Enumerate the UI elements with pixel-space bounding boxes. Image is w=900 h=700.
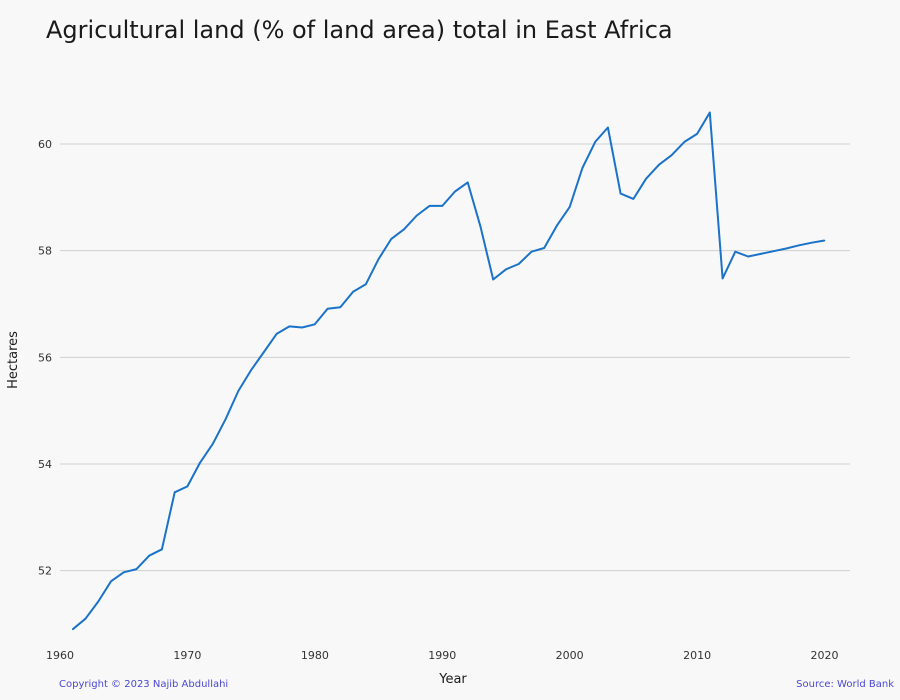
- data-point-2001: [581, 167, 584, 169]
- x-tick-label: 1990: [428, 649, 456, 662]
- source-text: Source: World Bank: [796, 679, 894, 690]
- data-point-1982: [339, 306, 342, 309]
- data-point-1994: [492, 278, 495, 281]
- data-point-1991: [454, 190, 456, 193]
- y-axis-label: Hectares: [6, 331, 21, 389]
- data-point-1976: [263, 351, 265, 353]
- data-point-2009: [683, 141, 686, 143]
- y-tick-label: 52: [38, 565, 52, 578]
- data-point-1993: [479, 225, 482, 228]
- data-point-1998: [543, 247, 545, 249]
- x-tick-label: 1970: [173, 649, 201, 662]
- data-point-2002: [594, 141, 596, 143]
- data-point-2012: [721, 277, 724, 280]
- data-point-2010: [696, 133, 698, 135]
- data-point-2015: [760, 253, 762, 255]
- data-point-2016: [772, 250, 775, 252]
- data-point-1986: [390, 238, 393, 240]
- data-point-2004: [619, 192, 622, 195]
- data-point-1967: [148, 554, 150, 557]
- data-point-1987: [403, 228, 405, 231]
- data-point-1979: [301, 326, 303, 329]
- data-point-1977: [275, 333, 278, 335]
- data-point-1985: [377, 258, 380, 261]
- data-point-1972: [212, 442, 214, 445]
- data-point-1970: [186, 485, 189, 488]
- x-tick-label: 2000: [556, 649, 584, 662]
- y-tick-label: 54: [38, 458, 52, 471]
- data-point-1965: [122, 571, 125, 574]
- y-tick-labels: 52 54 56 58 60: [38, 138, 52, 578]
- data-point-2020: [823, 239, 826, 242]
- data-point-1973: [224, 418, 227, 421]
- y-tick-label: 60: [38, 138, 52, 151]
- data-point-2005: [632, 198, 635, 200]
- data-point-1962: [84, 617, 87, 620]
- data-point-1966: [135, 568, 138, 570]
- chart-title: Agricultural land (% of land area) total…: [46, 16, 673, 44]
- grid-lines: [60, 143, 850, 572]
- data-point-1995: [505, 268, 507, 271]
- data-point-2008: [670, 154, 673, 156]
- x-tick-label: 1980: [301, 649, 329, 662]
- data-point-1981: [326, 308, 329, 310]
- data-point-1988: [415, 214, 418, 217]
- data-point-1992: [466, 181, 469, 184]
- x-tick-labels: 1960 1970 1980 1990 2000 2010 2020: [46, 649, 839, 662]
- x-tick-label: 2010: [683, 649, 711, 662]
- data-point-1969: [173, 491, 176, 494]
- y-tick-label: 56: [38, 351, 52, 364]
- data-point-1971: [199, 461, 201, 464]
- data-point-1980: [314, 323, 316, 326]
- data-point-2014: [747, 255, 749, 258]
- data-point-1975: [250, 369, 252, 371]
- series-line-group: [71, 111, 826, 631]
- copyright-text: Copyright © 2023 Najib Abdullahi: [59, 679, 229, 690]
- data-point-2007: [658, 164, 660, 166]
- data-point-2011: [709, 111, 711, 114]
- data-point-1983: [352, 290, 354, 293]
- data-point-2003: [607, 126, 609, 129]
- data-point-1990: [441, 205, 444, 207]
- data-point-1978: [288, 325, 291, 328]
- data-point-2000: [568, 206, 571, 208]
- data-point-2019: [810, 241, 813, 244]
- data-point-1996: [517, 263, 520, 265]
- data-point-2018: [798, 244, 800, 247]
- data-point-1989: [428, 205, 431, 207]
- data-point-1974: [237, 390, 240, 392]
- data-point-1984: [365, 283, 367, 286]
- data-point-1961: [71, 628, 74, 631]
- data-point-2013: [734, 250, 737, 253]
- x-tick-label: 2020: [811, 649, 839, 662]
- y-tick-label: 58: [38, 245, 52, 258]
- data-point-1964: [110, 580, 112, 583]
- data-point-1997: [530, 250, 533, 253]
- data-point-2006: [645, 177, 647, 180]
- x-axis-label: Year: [438, 672, 467, 687]
- data-point-1999: [556, 224, 558, 227]
- data-point-2017: [785, 247, 788, 250]
- series-line: [72, 111, 825, 631]
- data-point-1968: [161, 548, 163, 551]
- data-point-1963: [97, 600, 100, 603]
- x-tick-label: 1960: [46, 649, 74, 662]
